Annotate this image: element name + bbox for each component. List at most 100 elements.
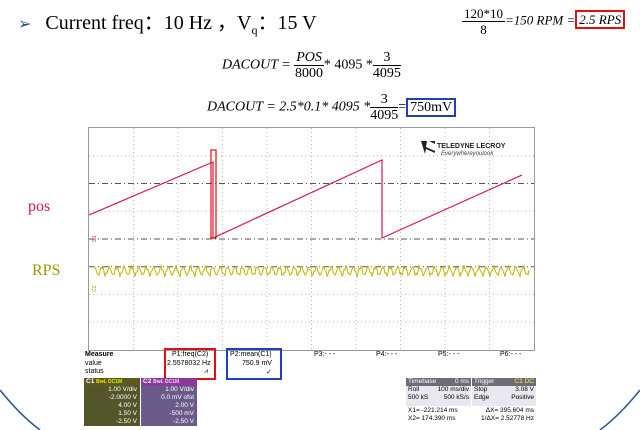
p2-highlight-box [226,348,282,380]
trigger-row-1: Stop 3.08 V [472,386,536,394]
cursor-dx: ΔX= 395.604 ms [485,407,534,414]
c1-row-2: 4.00 V [118,402,137,409]
timebase-header: Timebase 0 ms [406,378,471,386]
title-prefix: Current freq：10 Hz ，V [45,12,252,34]
title-suffix: ：15 V [257,12,317,34]
p6-name[interactable]: P6:- - - [500,351,522,358]
timebase-title: Timebase [408,378,437,385]
eq2-den: 4095 [370,108,399,123]
waveform-display: TELEDYNE LECROY Everywhereyoulook C1 C2 [88,128,534,350]
timebase-mode: Roll [408,386,420,393]
title-subscript: q [251,23,258,37]
trigger-tags: C1 DC [514,378,534,385]
label-rps: RPS [32,262,61,279]
c1-name: C1 [86,378,95,385]
c1-row-3: 1.50 V [118,410,137,417]
p1-name[interactable]: P1:freq(C2) [172,351,209,358]
c1-tags: BwL DC1M [96,379,123,385]
measure-row-value: value [85,360,102,367]
p3-name[interactable]: P3:- - - [314,351,336,358]
rpm-result: 2.5 RPS [575,10,626,30]
brand-name: TELEDYNE LECROY [437,143,506,150]
eq1-num2: 3 [372,50,401,66]
p4-name[interactable]: P4:- - - [376,351,398,358]
c2-row-1: 0.0 mV ofst [161,394,194,401]
c2-name: C2 [143,378,152,385]
eq1-num: POS [294,50,324,66]
trigger-title: Trigger [474,378,495,385]
slide-decoration [0,389,640,430]
cursor-row-2: X2= 174.390 ms 1/ΔX= 2.52778 Hz [406,415,536,423]
eq2-equals: = [398,99,407,115]
c2-row-4: -2.50 V [173,418,194,425]
pos-waveform [88,159,523,239]
c2-row-2: 2.00 V [175,402,194,409]
cursor-row-1: X1= -221.214 ms ΔX= 395.604 ms [406,407,536,415]
c2-header: C2 BwL DC1M [141,378,197,386]
rps-waveform [93,263,530,279]
timebase-row-2: 500 kS 500 kS/s [406,394,471,402]
channel-c1-panel[interactable]: C1 BwL DC1M 1.00 V/div -2.0000 V 4.00 V … [84,378,140,426]
eq1-mid: * 4095 * [323,57,373,73]
p2-status: ✓ [266,369,272,376]
brand-tagline: Everywhereyoulook [441,151,494,157]
p1-value: 2.5578032 Hz [167,360,211,367]
eq2-num: 3 [370,92,399,108]
rpm-numerator: 120*10 [462,6,505,22]
eq1-lhs: DACOUT = [222,57,291,73]
eq1-fraction-2: 3 4095 [372,50,401,81]
rpm-formula: 120*10 8 =150 RPM = 2.5 RPS [462,6,626,37]
scope-grid [89,128,534,350]
cursor-readout: X1= -221.214 ms ΔX= 395.604 ms X2= 174.39… [406,407,536,426]
eq2-result: 750mV [406,97,457,117]
eq2-lhs: DACOUT = 2.5*0.1* 4095 * [207,99,371,115]
p1-status: ⩘ [204,368,208,375]
trigger-header: Trigger C1 DC [472,378,536,386]
rpm-fraction: 120*10 8 [462,6,505,37]
channel-c2-panel[interactable]: C2 BwL DC1M 1.00 V/div 0.0 mV ofst 2.00 … [141,378,197,426]
eq1-fraction-1: POS 8000 [294,50,324,81]
ch1-marker: C1 [92,235,98,242]
p5-name[interactable]: P5:- - - [438,351,460,358]
c1-row-1: -2.0000 V [108,394,137,401]
timebase-value: 0 ms [454,378,469,385]
eq2-fraction: 3 4095 [370,92,399,123]
trigger-slope: Positive [511,394,534,401]
trigger-panel[interactable]: Trigger C1 DC Stop 3.08 V Edge Positive [472,378,536,406]
eq1-den2: 4095 [372,66,401,81]
timebase-row-1: Roll 100 ms/div [406,386,471,394]
ch2-marker: C2 [92,285,98,292]
settings-panel: C1 BwL DC1M 1.00 V/div -2.0000 V 4.00 V … [84,378,536,426]
c2-row-0: 1.00 V/div [165,386,194,393]
label-pos: pos [28,198,51,215]
c1-row-0: 1.00 V/div [108,386,137,393]
trigger-state: Stop [474,386,488,393]
c2-tags: BwL DC1M [153,379,180,385]
cursor-x2: X2= 174.390 ms [408,415,456,422]
timebase-panel[interactable]: Timebase 0 ms Roll 100 ms/div 500 kS 500 kS… [406,378,471,406]
bullet-arrow-icon: ➢ [18,16,32,33]
p2-value: 750.9 mV [242,360,272,367]
measure-row-status: status [85,368,104,375]
timebase-div: 100 ms/div [437,386,469,393]
pos-edge-cursor-box [210,149,217,239]
cursor-x1: X1= -221.214 ms [408,407,458,414]
trigger-type: Edge [474,394,490,401]
timebase-rate: 500 kS/s [443,394,469,401]
teledyne-logo-icon [421,141,435,154]
equation-2: DACOUT = 2.5*0.1* 4095 * 3 4095 = 750mV [207,92,457,123]
trigger-level: 3.08 V [515,386,534,393]
trigger-row-2: Edge Positive [472,394,536,402]
oscilloscope-screen: TELEDYNE LECROY Everywhereyoulook C1 C2 [88,127,535,351]
rpm-mid: =150 RPM = [505,12,576,28]
p2-name[interactable]: P2:mean(C1) [230,351,272,358]
equation-1: DACOUT = POS 8000 * 4095 * 3 4095 [222,50,401,81]
eq1-den: 8000 [295,66,324,81]
c1-header: C1 BwL DC1M [84,378,140,386]
timebase-samples: 500 kS [408,394,429,401]
slide-title: ➢ Current freq：10 Hz ，Vq：15 V [18,6,317,38]
rpm-denominator: 8 [480,22,487,37]
measure-header: Measure [85,351,114,358]
c1-row-4: -2.50 V [116,418,137,425]
cursor-inv-dx: 1/ΔX= 2.52778 Hz [481,415,534,422]
